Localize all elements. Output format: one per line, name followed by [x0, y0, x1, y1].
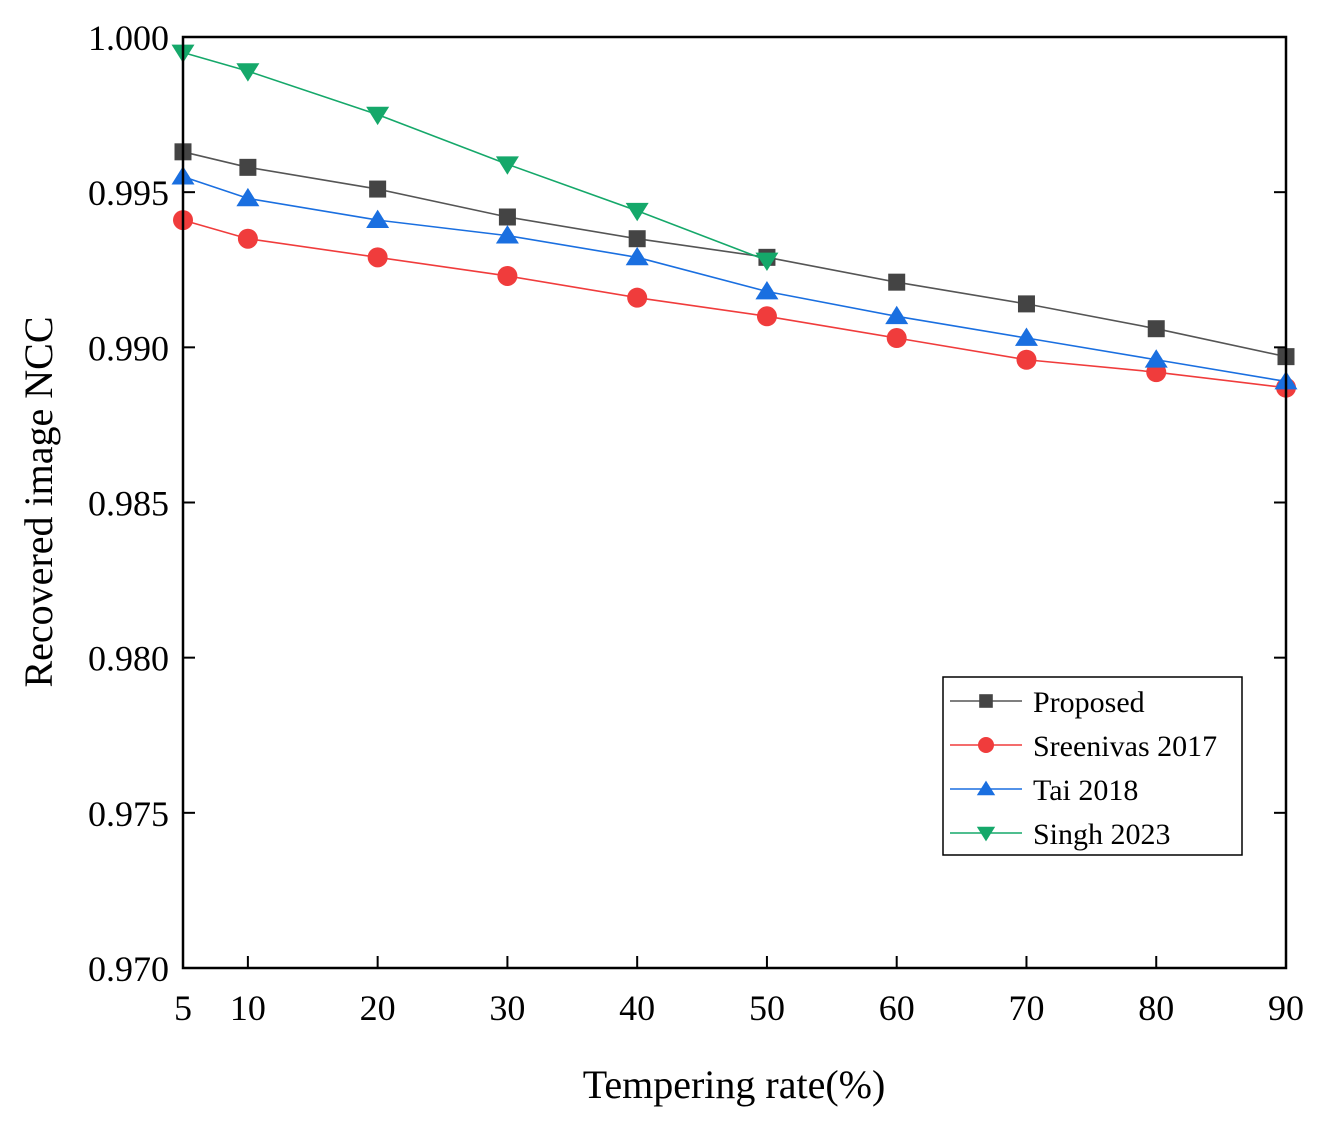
legend-marker — [978, 737, 994, 753]
x-tick-label: 90 — [1268, 988, 1304, 1028]
data-point — [497, 265, 518, 286]
data-point — [369, 180, 387, 198]
data-point — [888, 273, 906, 291]
series-singh-2023 — [171, 44, 779, 271]
x-tick-label: 50 — [749, 988, 785, 1028]
data-point — [627, 287, 648, 308]
data-point — [1017, 295, 1035, 313]
data-point — [628, 230, 646, 248]
y-tick-label: 0.985 — [88, 484, 169, 524]
y-axis-title: Recovered image NCC — [16, 317, 61, 688]
data-point — [1147, 320, 1165, 338]
legend-marker — [976, 780, 996, 796]
data-point — [498, 208, 516, 226]
y-tick-label: 0.970 — [88, 949, 169, 989]
series-tai-2018 — [171, 166, 1298, 390]
data-point — [237, 228, 258, 249]
y-tick-label: 0.980 — [88, 639, 169, 679]
data-point — [625, 246, 649, 266]
data-point — [886, 328, 907, 349]
data-point — [495, 225, 519, 244]
data-point — [366, 106, 390, 126]
y-tick-label: 0.990 — [88, 328, 169, 368]
legend-marker — [976, 826, 996, 842]
x-tick-label: 60 — [879, 988, 915, 1028]
data-point — [236, 187, 260, 207]
legend-box — [942, 676, 1243, 856]
series-line — [182, 151, 1287, 358]
x-tick-label: 30 — [489, 988, 525, 1028]
y-tick-label: 0.975 — [88, 794, 169, 834]
data-point — [885, 305, 909, 325]
data-point — [756, 306, 777, 327]
y-tick-label: 0.995 — [88, 173, 169, 213]
x-tick-label: 20 — [360, 988, 396, 1028]
data-point — [1014, 327, 1038, 346]
legend-item: Sreenivas 2017 — [950, 730, 1217, 763]
x-axis-title: Tempering rate(%) — [583, 1062, 886, 1107]
legend-marker — [979, 694, 993, 708]
legend-label: Tai 2018 — [1033, 774, 1138, 807]
data-point — [366, 209, 390, 228]
data-point — [239, 158, 257, 176]
x-tick-label: 80 — [1138, 988, 1174, 1028]
legend-label: Singh 2023 — [1033, 818, 1171, 851]
legend-items: Proposed Sreenivas 2017 Tai 2018 Singh 2023 — [950, 686, 1217, 851]
data-point — [495, 156, 519, 175]
legend-item: Singh 2023 — [950, 818, 1171, 851]
series-line — [182, 51, 768, 262]
legend: Proposed Sreenivas 2017 Tai 2018 Singh 2023 — [942, 676, 1243, 856]
x-tick-label: 70 — [1008, 988, 1044, 1028]
x-tick-label: 40 — [619, 988, 655, 1028]
series-line — [182, 175, 1287, 383]
legend-label: Proposed — [1033, 686, 1145, 719]
data-point — [755, 280, 779, 300]
data-point — [625, 202, 649, 222]
data-point — [367, 247, 388, 268]
data-point — [1016, 349, 1037, 370]
legend-item: Tai 2018 — [950, 774, 1138, 807]
series-proposed — [174, 143, 1295, 366]
series-layer — [171, 44, 1298, 398]
series-line — [182, 219, 1287, 389]
y-tick-label: 1.000 — [88, 18, 169, 58]
ticks-layer: 5 10 20 30 40 50 60 70 80 90 0.970 0.975 0.980 0.985 0… — [88, 18, 1304, 1028]
x-tick-label: 5 — [174, 988, 192, 1028]
x-tick-label: 10 — [230, 988, 266, 1028]
legend-item: Proposed — [950, 686, 1145, 719]
data-point — [1144, 349, 1168, 368]
legend-label: Sreenivas 2017 — [1033, 730, 1217, 763]
data-point — [755, 252, 779, 271]
data-point — [236, 63, 260, 82]
series-sreenivas-2017 — [173, 210, 1296, 398]
